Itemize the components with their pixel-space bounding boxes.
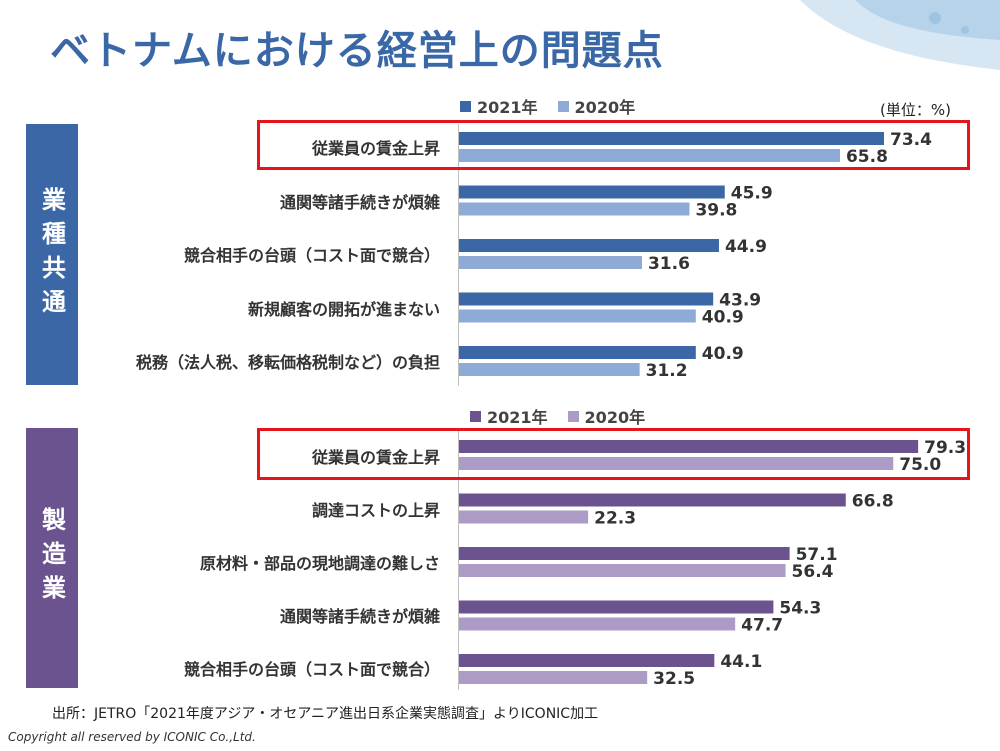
category-label: 従業員の賃金上昇 <box>311 448 440 467</box>
data-label: 66.8 <box>852 492 894 512</box>
data-label: 73.4 <box>890 130 932 150</box>
group-label-manufacturing: 製造業 <box>26 428 78 688</box>
bar-2021 <box>459 346 696 359</box>
axis-line-manufacturing <box>458 428 459 690</box>
legend-swatch <box>460 100 471 112</box>
category-label: 通関等諸手続きが煩雑 <box>279 193 440 212</box>
category-label: 原材料・部品の現地調達の難しさ <box>199 554 440 573</box>
highlight-box-common <box>257 120 970 170</box>
data-label: 22.3 <box>594 509 636 529</box>
bar-2020 <box>459 363 640 376</box>
bar-2021 <box>459 547 790 560</box>
data-label: 31.6 <box>648 254 690 274</box>
highlight-box-manufacturing <box>257 428 970 480</box>
data-label: 45.9 <box>731 184 773 204</box>
page-title: ベトナムにおける経営上の問題点 <box>50 28 664 74</box>
legend-item-2021: 2021年 <box>470 404 548 428</box>
bar-2020 <box>459 510 589 524</box>
category-label: 競合相手の台頭（コスト面で競合） <box>183 660 440 679</box>
world-map-decoration <box>800 0 1000 70</box>
data-label: 31.2 <box>646 361 688 381</box>
legend-swatch <box>557 100 569 112</box>
data-label: 57.1 <box>796 545 838 565</box>
data-label: 56.4 <box>792 562 834 582</box>
category-label: 通関等諸手続きが煩雑 <box>279 607 440 626</box>
data-label: 44.9 <box>725 237 767 257</box>
bar-2021 <box>459 654 715 667</box>
bar-2020 <box>459 202 690 216</box>
bar-2020 <box>459 564 786 577</box>
bar-2021 <box>459 239 719 252</box>
legend-swatch <box>567 410 579 422</box>
data-label: 47.7 <box>741 616 783 636</box>
bar-2020 <box>459 457 894 470</box>
legend-item-2021: 2021年 <box>460 94 538 118</box>
axis-line-common <box>458 124 459 386</box>
category-label: 従業員の賃金上昇 <box>311 139 440 158</box>
legend-swatch <box>470 410 481 422</box>
category-label: 競合相手の台頭（コスト面で競合） <box>183 246 440 265</box>
category-label: 税務（法人税、移転価格税制など）の負担 <box>135 353 440 372</box>
data-label: 44.1 <box>720 652 762 672</box>
bar-2021 <box>459 132 884 145</box>
legend-manufacturing: 2021年 2020年 <box>470 404 665 428</box>
bar-2021 <box>459 440 919 453</box>
bar-2021 <box>459 292 714 306</box>
category-label: 新規顧客の開拓が進まない <box>247 300 440 319</box>
unit-label: (単位：%) <box>880 101 951 119</box>
data-label: 39.8 <box>695 201 737 221</box>
legend-item-2020: 2020年 <box>557 94 635 118</box>
bar-2020 <box>459 617 736 631</box>
bar-2020 <box>459 671 648 684</box>
bar-2021 <box>459 493 846 507</box>
data-label: 79.3 <box>924 438 966 458</box>
data-label: 75.0 <box>899 455 941 475</box>
category-label: 調達コストの上昇 <box>311 501 440 520</box>
data-label: 40.9 <box>702 308 744 328</box>
data-label: 40.9 <box>702 344 744 364</box>
bar-2021 <box>459 600 774 614</box>
bar-2020 <box>459 149 840 162</box>
bar-2020 <box>459 256 642 269</box>
data-label: 43.9 <box>719 291 761 311</box>
group-label-common: 業種共通 <box>26 124 78 385</box>
bar-2021 <box>459 185 725 199</box>
data-label: 54.3 <box>779 599 821 619</box>
copyright: Copyright all reserved by ICONIC Co.,Ltd… <box>8 730 256 744</box>
bar-2020 <box>459 309 696 323</box>
data-label: 65.8 <box>846 147 888 167</box>
legend-item-2020: 2020年 <box>567 404 645 428</box>
legend-common: 2021年 2020年 <box>460 94 655 118</box>
source-note: 出所：JETRO「2021年度アジア・オセアニア進出日系企業実態調査」よりICO… <box>52 706 599 722</box>
data-label: 32.5 <box>653 669 695 689</box>
